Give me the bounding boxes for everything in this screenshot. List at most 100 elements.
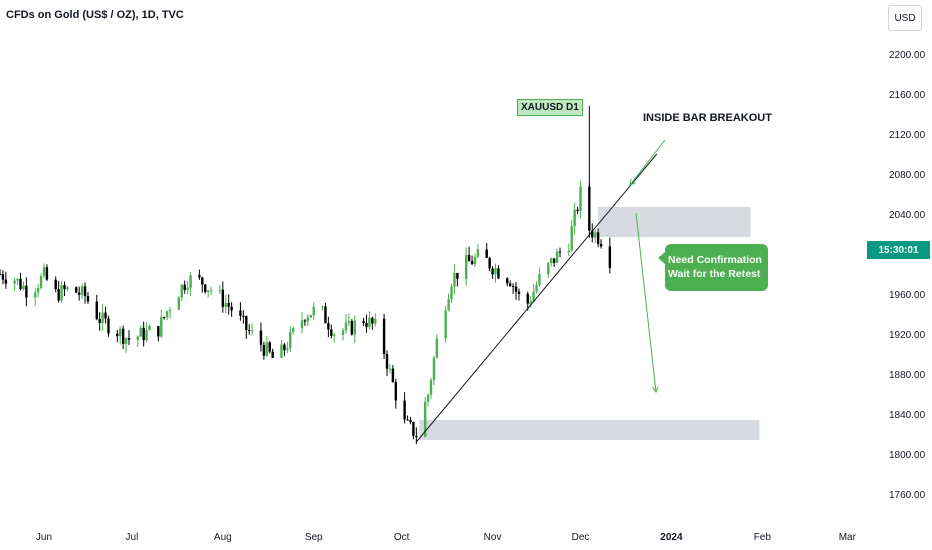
- candle-body: [227, 303, 230, 307]
- candle-body: [189, 275, 192, 288]
- candle-body: [330, 329, 333, 336]
- candle-body: [350, 320, 354, 335]
- y-tick-label: 1760.00: [889, 490, 926, 501]
- candle-body: [4, 279, 8, 284]
- candle-body: [576, 209, 579, 211]
- candle-body: [508, 283, 512, 286]
- candle-body: [412, 422, 415, 437]
- candle-body: [280, 344, 283, 358]
- candle-body: [547, 262, 550, 274]
- projection-arrow-head: [652, 386, 659, 394]
- candle-body: [538, 273, 541, 286]
- candle-body: [552, 258, 556, 263]
- symbol-tag: XAUUSD D1: [517, 99, 583, 116]
- trendline: [415, 153, 658, 443]
- candle-body: [321, 306, 324, 308]
- candle-body: [60, 285, 63, 301]
- candle-body: [19, 278, 22, 289]
- breakout-annotation: INSIDE BAR BREAKOUT: [643, 112, 772, 124]
- candle-body: [209, 290, 213, 292]
- candle-body: [77, 292, 81, 295]
- candle-body: [409, 419, 412, 423]
- candle-body: [248, 330, 251, 332]
- candle-body: [550, 258, 553, 263]
- candle-body: [162, 317, 166, 319]
- candle-body: [591, 230, 594, 238]
- candle-body: [75, 287, 78, 293]
- support-resistance-zone-2: [419, 420, 760, 440]
- candle-body: [271, 351, 274, 358]
- candle-body: [300, 320, 304, 329]
- candle-body: [180, 284, 183, 298]
- candle-body: [201, 277, 204, 285]
- candle-body: [415, 436, 418, 438]
- candle-body: [218, 289, 222, 291]
- candle-body: [245, 316, 248, 331]
- y-tick-label: 1920.00: [889, 330, 926, 341]
- candle-body: [608, 246, 612, 268]
- candle-body: [435, 338, 439, 358]
- candle-body: [444, 310, 447, 339]
- candle-body: [145, 330, 148, 341]
- candle-body: [573, 209, 576, 227]
- candle-body: [160, 317, 163, 337]
- candle-body: [327, 323, 330, 330]
- candle-body: [532, 291, 535, 302]
- candle-body: [514, 286, 518, 292]
- candle-body: [491, 268, 494, 275]
- candle-body: [470, 261, 474, 265]
- candle-body: [333, 334, 336, 336]
- candle-body: [42, 267, 46, 277]
- candle-body: [230, 306, 233, 311]
- candle-body: [86, 296, 90, 302]
- candle-body: [177, 297, 181, 310]
- breakout-arrow: [629, 139, 666, 186]
- currency-selector[interactable]: USD: [888, 5, 922, 31]
- candle-body: [104, 312, 107, 319]
- candle-body: [250, 330, 254, 332]
- candle-body: [303, 320, 307, 322]
- candle-body: [221, 289, 225, 307]
- candle-body: [198, 275, 201, 278]
- candle-body: [148, 326, 151, 331]
- candle-body: [456, 272, 459, 279]
- candle-body: [555, 251, 559, 263]
- y-tick-label: 2080.00: [889, 170, 926, 181]
- candle-body: [124, 338, 128, 344]
- candle-body: [394, 382, 398, 401]
- y-tick-label: 1800.00: [889, 450, 926, 461]
- candle-body: [362, 320, 365, 324]
- candle-body: [467, 255, 471, 262]
- candle-body: [142, 327, 145, 341]
- candle-body: [183, 284, 186, 291]
- x-tick-label: Nov: [484, 532, 502, 543]
- candle-body: [36, 287, 40, 293]
- candle-body: [344, 322, 348, 331]
- candle-body: [127, 338, 131, 340]
- candle-body: [506, 278, 509, 284]
- y-tick-label: 1880.00: [889, 370, 926, 381]
- candle-body: [385, 353, 389, 369]
- candle-body: [157, 326, 160, 337]
- support-resistance-zone-1: [598, 207, 751, 237]
- candle-body: [136, 336, 140, 340]
- candle-body: [165, 311, 169, 318]
- candle-body: [45, 267, 49, 280]
- candle-body: [423, 401, 427, 437]
- candle-body: [567, 250, 571, 253]
- candle-body: [25, 285, 28, 298]
- candle-body: [353, 320, 356, 335]
- candle-body: [242, 315, 245, 317]
- candle-body: [262, 345, 266, 356]
- candle-body: [529, 301, 532, 304]
- candle-body: [374, 318, 377, 324]
- candle-body: [450, 286, 453, 300]
- candle-body: [63, 285, 66, 290]
- x-tick-label: Oct: [394, 532, 410, 543]
- candle-body: [168, 309, 172, 312]
- candle-body: [429, 379, 433, 395]
- candle-body: [347, 320, 351, 323]
- candle-body: [599, 243, 603, 247]
- x-tick-label: Jun: [36, 532, 52, 543]
